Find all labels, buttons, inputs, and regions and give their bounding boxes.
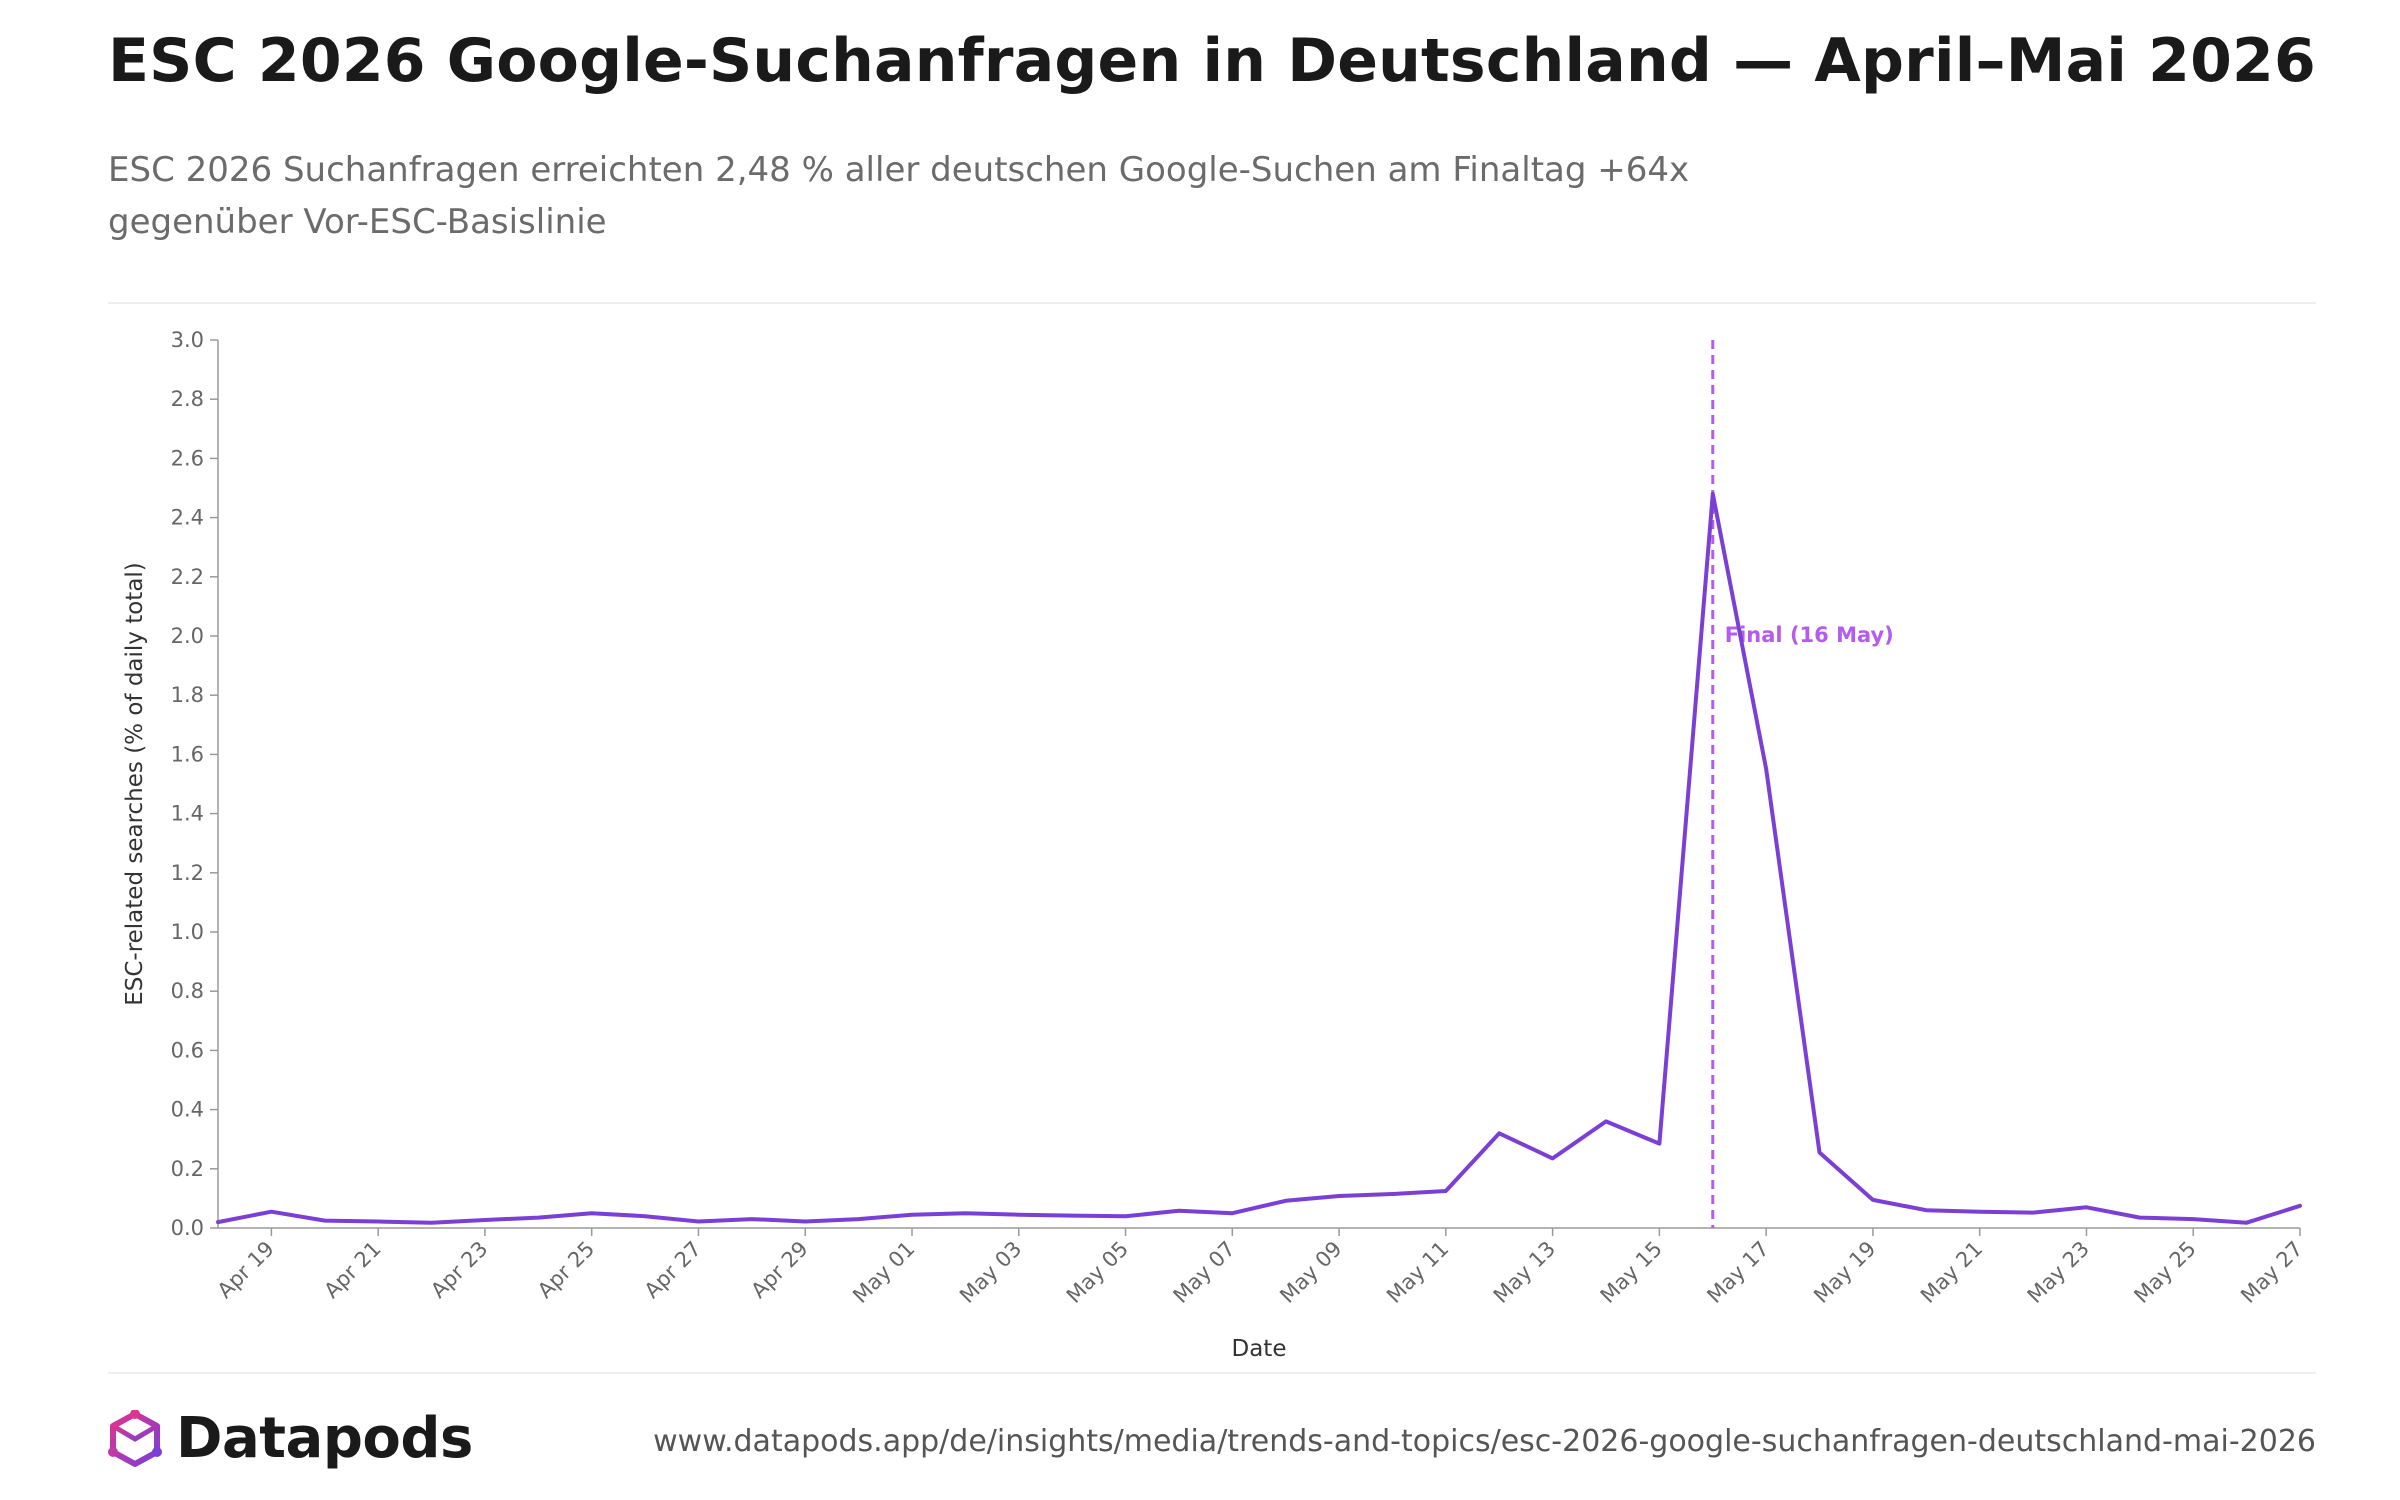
source-url[interactable]: www.datapods.app/de/insights/media/trend…: [653, 1424, 2316, 1459]
x-tick-label: May 27: [2236, 1237, 2307, 1308]
chart-subtitle: ESC 2026 Suchanfragen erreichten 2,48 % …: [108, 150, 1690, 242]
x-axis: Apr 19 Apr 21 Apr 23 Apr 25 Apr 27 Apr 29 May …: [213, 1227, 2308, 1308]
x-tick-label: May 07: [1169, 1237, 1240, 1308]
x-tick-label: May 11: [1382, 1237, 1453, 1308]
y-tick-label: 0.2: [171, 1157, 204, 1181]
y-tick-label: 1.4: [171, 802, 204, 826]
series-layer: [216, 491, 2302, 1225]
x-tick-label: Apr 19: [213, 1237, 279, 1303]
y-tick-label: 0.6: [171, 1038, 204, 1062]
x-tick-label: May 17: [1702, 1237, 1773, 1308]
x-tick-label: Apr 29: [746, 1237, 812, 1303]
x-tick-label: May 01: [848, 1237, 919, 1308]
annotation-layer: Final (16 May): [1711, 340, 1894, 1228]
x-tick-label: May 23: [2023, 1237, 2094, 1308]
x-tick-label: May 03: [955, 1237, 1026, 1308]
x-tick-label: May 25: [2129, 1237, 2200, 1308]
final-marker-label: Final (16 May): [1725, 623, 1894, 647]
y-tick-label: 2.6: [171, 446, 204, 470]
x-tick-label: May 09: [1275, 1237, 1346, 1308]
y-axis-label: ESC-related searches (% of daily total): [122, 562, 148, 1006]
y-tick-label: 0.8: [171, 979, 204, 1003]
x-tick-label: May 15: [1596, 1237, 1667, 1308]
y-tick-label: 0.4: [171, 1098, 204, 1122]
x-tick-label: May 05: [1062, 1237, 1133, 1308]
datapods-logo-icon: [108, 1409, 162, 1467]
chart-title: ESC 2026 Google-Suchanfragen in Deutschl…: [108, 26, 2316, 96]
x-tick-label: Apr 23: [426, 1237, 492, 1303]
x-axis-label: Date: [1232, 1336, 1287, 1362]
series-line: [216, 491, 2302, 1225]
x-tick-label: Apr 25: [533, 1237, 599, 1303]
y-tick-label: 1.2: [171, 861, 204, 885]
y-tick-label: 2.4: [171, 506, 204, 530]
y-tick-label: 0.0: [171, 1216, 204, 1240]
footer-logo: Datapods: [108, 1406, 473, 1471]
y-tick-label: 1.6: [171, 742, 204, 766]
x-tick-label: Apr 27: [640, 1237, 706, 1303]
y-axis: 0.0 0.2 0.4 0.6 0.8 1.0 1.2 1.4 1.6 1.8 2.0 2.2 2.4 2…: [171, 328, 219, 1240]
y-tick-label: 3.0: [171, 328, 204, 352]
x-tick-label: May 21: [1916, 1237, 1987, 1308]
y-tick-label: 2.2: [171, 565, 204, 589]
x-tick-label: May 13: [1489, 1237, 1560, 1308]
brand-name: Datapods: [176, 1406, 473, 1471]
y-tick-label: 2.0: [171, 624, 204, 648]
top-divider: [108, 302, 2316, 304]
y-tick-label: 1.0: [171, 920, 204, 944]
x-tick-label: Apr 21: [319, 1237, 385, 1303]
x-tick-label: May 19: [1809, 1237, 1880, 1308]
bottom-divider: [108, 1372, 2316, 1374]
y-tick-label: 2.8: [171, 387, 204, 411]
y-tick-label: 1.8: [171, 683, 204, 707]
